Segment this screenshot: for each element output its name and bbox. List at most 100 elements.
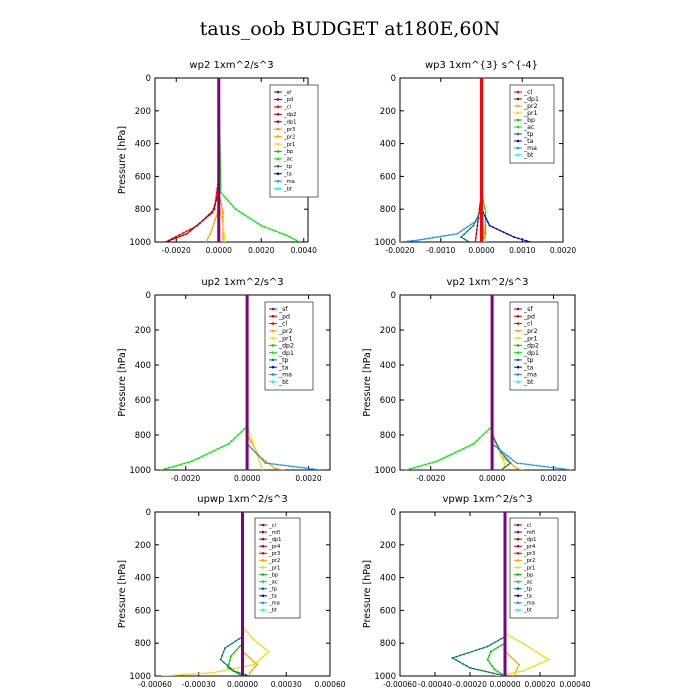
data-point <box>188 673 191 676</box>
legend-label: _pd <box>278 313 290 320</box>
data-point <box>477 220 479 223</box>
data-point <box>435 236 438 239</box>
legend-label: _tp <box>523 587 533 593</box>
data-point <box>516 667 519 670</box>
legend-label: _ma <box>523 601 535 607</box>
legend-marker <box>271 344 275 347</box>
data-point <box>472 224 475 227</box>
data-point <box>257 456 260 459</box>
data-point <box>506 653 509 655</box>
legend-label: _pr2 <box>283 134 295 140</box>
data-point <box>198 456 201 459</box>
data-point <box>514 638 517 641</box>
legend-marker <box>276 172 280 176</box>
legend-marker <box>271 351 275 354</box>
data-point <box>232 670 235 672</box>
data-point <box>511 636 513 639</box>
x-tick-label: -0.00060 <box>138 680 172 689</box>
data-point <box>472 442 475 445</box>
plot-frame <box>399 511 576 677</box>
data-point <box>518 468 521 470</box>
data-point <box>474 241 477 242</box>
data-point <box>264 462 267 464</box>
legend-marker <box>271 314 275 318</box>
x-tick-label: 0.0000 <box>206 246 232 255</box>
data-point <box>248 445 251 448</box>
legend-marker <box>261 544 265 548</box>
y-tick-label: 600 <box>135 172 151 182</box>
data-point <box>551 466 554 469</box>
x-tick-label: 0.0000 <box>234 474 260 483</box>
data-point <box>216 448 219 450</box>
data-point <box>238 645 241 648</box>
data-point <box>165 674 168 676</box>
data-point <box>213 222 215 225</box>
legend-label: _ma <box>283 179 295 185</box>
legend-label: _ac <box>283 157 293 163</box>
data-point <box>298 241 301 242</box>
data-point <box>222 194 225 197</box>
data-point <box>224 444 226 447</box>
legend-marker <box>261 580 265 583</box>
data-point <box>563 468 565 470</box>
data-point <box>469 666 471 669</box>
x-tick-label: 0.00060 <box>314 680 345 689</box>
data-point <box>497 639 499 642</box>
x-tick-label: 0.0040 <box>291 246 317 255</box>
data-point <box>224 647 226 649</box>
x-tick-label: -0.00060 <box>383 680 417 689</box>
y-axis-label: Pressure [hPa] <box>117 126 128 194</box>
legend: _sf_pd_cl_pr2_pr1_dp2_dp1_tp_ta_ma_bt <box>509 301 559 391</box>
data-point <box>190 460 193 463</box>
data-point <box>296 466 298 468</box>
plot-frame <box>154 294 331 471</box>
legend-label: _cl <box>523 523 531 529</box>
x-tick-label: 0.00040 <box>559 680 590 689</box>
data-point <box>224 669 227 672</box>
data-point <box>490 643 492 646</box>
legend-marker <box>271 307 275 311</box>
data-point <box>461 448 464 450</box>
data-point <box>259 456 262 459</box>
data-point <box>182 232 184 235</box>
legend-label: _pr1 <box>283 142 295 148</box>
data-point <box>164 468 166 470</box>
legend-marker <box>516 307 520 311</box>
data-point <box>477 214 480 217</box>
data-point <box>271 228 274 231</box>
legend-marker <box>261 559 265 562</box>
legend-label: _pr2 <box>523 103 538 110</box>
data-point <box>181 673 183 676</box>
data-point <box>200 672 203 675</box>
data-point <box>264 226 266 228</box>
data-point <box>284 464 287 467</box>
y-axis-label: Pressure [hPa] <box>362 348 373 416</box>
data-point <box>482 228 485 231</box>
x-tick-label: -0.0020 <box>162 246 191 255</box>
data-point <box>234 208 237 211</box>
y-tick-label: 0 <box>391 291 396 301</box>
data-point <box>476 668 479 671</box>
data-point <box>499 229 501 232</box>
data-point <box>232 652 235 654</box>
y-tick-label: 200 <box>135 107 151 117</box>
data-point <box>539 465 542 467</box>
data-point <box>234 640 237 643</box>
data-point <box>500 469 503 470</box>
data-point <box>509 457 512 460</box>
series-line-dp1 <box>165 78 220 242</box>
data-point <box>488 428 490 431</box>
data-point <box>506 458 509 461</box>
data-point <box>211 211 214 214</box>
data-point <box>536 663 539 666</box>
legend-marker <box>516 608 520 612</box>
chart-title: wp3 1xm^{3} s^{-4} <box>425 60 538 71</box>
data-point <box>465 664 468 667</box>
series-markers-tp <box>460 78 483 242</box>
legend-marker <box>276 112 280 116</box>
legend-marker <box>261 552 265 555</box>
data-point <box>529 666 531 669</box>
data-point <box>256 453 259 456</box>
data-point <box>259 658 261 661</box>
data-point <box>220 213 222 216</box>
